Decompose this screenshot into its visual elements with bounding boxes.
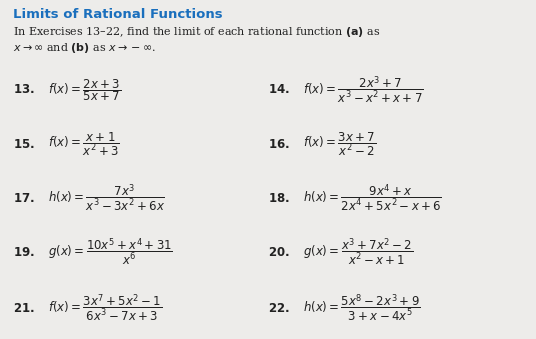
Text: $\mathbf{21.}$: $\mathbf{21.}$ <box>13 302 35 315</box>
Text: $\mathbf{18.}$: $\mathbf{18.}$ <box>268 192 290 205</box>
Text: $h(x) = $$\dfrac{5x^8 - 2x^3 + 9}{3 + x - 4x^5}$: $h(x) = $$\dfrac{5x^8 - 2x^3 + 9}{3 + x … <box>303 293 420 324</box>
Text: $\mathbf{22.}$: $\mathbf{22.}$ <box>268 302 290 315</box>
Text: $f(x) = $$\dfrac{2x + 3}{5x + 7}$: $f(x) = $$\dfrac{2x + 3}{5x + 7}$ <box>48 77 121 103</box>
Text: $h(x) = $$\dfrac{9x^4 + x}{2x^4 + 5x^2 - x + 6}$: $h(x) = $$\dfrac{9x^4 + x}{2x^4 + 5x^2 -… <box>303 183 442 214</box>
Text: $h(x) = $$\dfrac{7x^3}{x^3 - 3x^2 + 6x}$: $h(x) = $$\dfrac{7x^3}{x^3 - 3x^2 + 6x}$ <box>48 183 165 214</box>
Text: $\mathbf{15.}$: $\mathbf{15.}$ <box>13 138 35 151</box>
Text: $f(x) = $$\dfrac{3x + 7}{x^2 - 2}$: $f(x) = $$\dfrac{3x + 7}{x^2 - 2}$ <box>303 130 376 158</box>
Text: $\mathbf{13.}$: $\mathbf{13.}$ <box>13 83 35 96</box>
Text: $\mathbf{16.}$: $\mathbf{16.}$ <box>268 138 290 151</box>
Text: $f(x) = $$\dfrac{x + 1}{x^2 + 3}$: $f(x) = $$\dfrac{x + 1}{x^2 + 3}$ <box>48 130 120 158</box>
Text: $g(x) = $$\dfrac{10x^5 + x^4 + 31}{x^6}$: $g(x) = $$\dfrac{10x^5 + x^4 + 31}{x^6}$ <box>48 237 173 268</box>
Text: In Exercises 13–22, find the limit of each rational function $\mathbf{(a)}$ as: In Exercises 13–22, find the limit of ea… <box>13 25 381 39</box>
Text: $f(x) = $$\dfrac{2x^3 + 7}{x^3 - x^2 + x + 7}$: $f(x) = $$\dfrac{2x^3 + 7}{x^3 - x^2 + x… <box>303 74 423 105</box>
Text: $f(x) = $$\dfrac{3x^7 + 5x^2 - 1}{6x^3 - 7x + 3}$: $f(x) = $$\dfrac{3x^7 + 5x^2 - 1}{6x^3 -… <box>48 293 162 324</box>
Text: $\mathbf{19.}$: $\mathbf{19.}$ <box>13 246 35 259</box>
Text: $\mathbf{20.}$: $\mathbf{20.}$ <box>268 246 290 259</box>
Text: $\mathbf{17.}$: $\mathbf{17.}$ <box>13 192 35 205</box>
Text: $g(x) = $$\dfrac{x^3 + 7x^2 - 2}{x^2 - x + 1}$: $g(x) = $$\dfrac{x^3 + 7x^2 - 2}{x^2 - x… <box>303 237 413 268</box>
Text: Limits of Rational Functions: Limits of Rational Functions <box>13 8 223 21</box>
Text: $x \to \infty$ and $\mathbf{(b)}$ as $x \to -\infty$.: $x \to \infty$ and $\mathbf{(b)}$ as $x … <box>13 41 157 55</box>
Text: $\mathbf{14.}$: $\mathbf{14.}$ <box>268 83 290 96</box>
